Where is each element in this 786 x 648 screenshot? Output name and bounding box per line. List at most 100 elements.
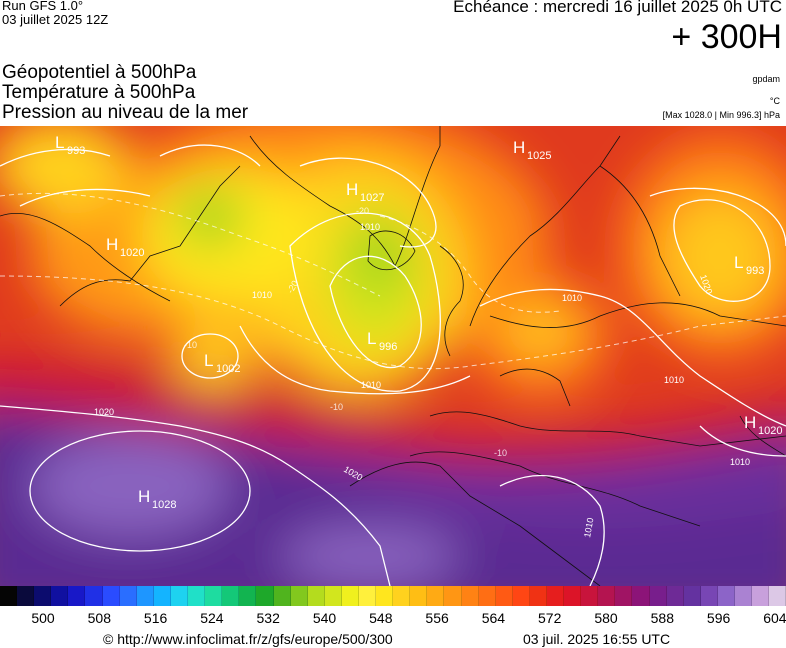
isotherms — [0, 192, 786, 370]
unit-celsius: °C — [769, 96, 780, 106]
legend-swatch — [478, 586, 496, 606]
legend-swatch — [51, 586, 69, 606]
legend-swatch — [205, 586, 223, 606]
legend-swatch — [547, 586, 565, 606]
legend-swatch — [410, 586, 428, 606]
svg-text:1010: 1010 — [730, 457, 750, 467]
geopotential-field — [0, 126, 786, 586]
legend-tick-label: 508 — [87, 610, 111, 626]
weather-map[interactable]: L 993 H 1025 H 1027 H 1020 L 993 L 996 L 1002 H… — [0, 126, 786, 586]
svg-text:1027: 1027 — [360, 192, 384, 204]
legend-swatch — [752, 586, 770, 606]
legend-tick-label: 556 — [425, 610, 449, 626]
legend-swatch — [512, 586, 530, 606]
legend-swatch — [256, 586, 274, 606]
legend-tick-label: 548 — [369, 610, 393, 626]
legend-swatch — [153, 586, 171, 606]
legend-swatch — [581, 586, 599, 606]
color-scale-bar — [0, 586, 786, 606]
high-1025-arctic: H 1025 — [513, 138, 551, 162]
low-993-north: L 993 — [55, 133, 85, 157]
field-pressure: Pression au niveau de la mer — [2, 102, 249, 123]
legend-tick-label: 572 — [538, 610, 562, 626]
legend-swatch — [85, 586, 103, 606]
legend-swatch — [358, 586, 377, 606]
legend-swatch — [666, 586, 684, 606]
svg-text:H: H — [138, 487, 150, 506]
legend-tick-label: 588 — [650, 610, 674, 626]
legend-swatch — [102, 586, 120, 606]
svg-text:H: H — [513, 138, 525, 157]
low-1002-atlantic: L 1002 — [204, 351, 240, 375]
legend-tick-label: 516 — [143, 610, 168, 626]
low-993-russia: L 993 — [734, 253, 764, 277]
legend-swatch — [769, 586, 786, 606]
legend-tick-label: 564 — [481, 610, 506, 626]
legend-swatch — [307, 586, 325, 606]
svg-text:L: L — [367, 329, 376, 348]
legend-swatch — [273, 586, 291, 606]
svg-text:993: 993 — [746, 265, 764, 277]
high-1028-azores: H 1028 — [138, 487, 176, 511]
svg-text:1010: 1010 — [252, 290, 272, 300]
legend-tick-label: 500 — [31, 610, 55, 626]
svg-text:1010: 1010 — [361, 380, 381, 390]
legend-swatch — [564, 586, 582, 606]
legend-swatch — [735, 586, 753, 606]
pressure-center-labels: L 993 H 1025 H 1027 H 1020 L 993 L 996 L 1002 H… — [55, 133, 782, 511]
svg-text:-10: -10 — [184, 340, 197, 350]
legend-tick-label: 596 — [706, 610, 731, 626]
generated-timestamp: 03 juil. 2025 16:55 UTC — [523, 631, 671, 647]
legend-tick-label: 540 — [312, 610, 337, 626]
legend-swatch — [119, 586, 137, 606]
legend-swatch — [376, 586, 394, 606]
high-1020-canada: H 1020 — [106, 235, 144, 259]
field-geopotential: Géopotentiel à 500hPa — [2, 62, 197, 83]
legend-swatch — [495, 586, 513, 606]
legend-swatch — [615, 586, 633, 606]
svg-text:1025: 1025 — [527, 150, 551, 162]
svg-text:1010: 1010 — [664, 375, 684, 385]
low-996-iceland: L 996 — [367, 329, 397, 353]
legend-swatch — [68, 586, 86, 606]
svg-text:1010: 1010 — [582, 517, 595, 538]
valid-time-label: Echéance : mercredi 16 juillet 2025 0h U… — [453, 0, 782, 16]
pc-val: 993 — [67, 145, 85, 157]
svg-text:-10: -10 — [494, 448, 507, 458]
legend-swatch — [632, 586, 650, 606]
svg-text:L: L — [55, 133, 64, 152]
svg-text:996: 996 — [379, 341, 397, 353]
svg-text:-20: -20 — [356, 206, 369, 216]
legend-swatch — [341, 586, 359, 606]
svg-text:1020: 1020 — [120, 247, 144, 259]
legend-swatch — [427, 586, 445, 606]
legend-swatch — [700, 586, 718, 606]
model-run-label: Run GFS 1.0° — [2, 0, 84, 13]
lead-time-label: + 300H — [671, 18, 782, 56]
legend-swatch — [0, 586, 18, 606]
legend-swatch — [170, 586, 189, 606]
svg-text:H: H — [106, 235, 118, 254]
isobars — [0, 144, 786, 586]
svg-text:H: H — [346, 180, 358, 199]
legend-swatch — [717, 586, 736, 606]
legend-swatch — [290, 586, 308, 606]
legend-swatch — [239, 586, 257, 606]
svg-text:1020: 1020 — [758, 425, 782, 437]
svg-text:1002: 1002 — [216, 363, 240, 375]
legend-swatch — [683, 586, 701, 606]
run-date-label: 03 juillet 2025 12Z — [2, 12, 109, 27]
credit-link[interactable]: © http://www.infoclimat.fr/z/gfs/europe/… — [103, 631, 393, 647]
svg-text:1028: 1028 — [152, 499, 176, 511]
legend-swatch — [17, 586, 35, 606]
legend-swatch — [444, 586, 462, 606]
legend-swatch — [649, 586, 667, 606]
svg-text:H: H — [744, 413, 756, 432]
unit-pressure-range: [Max 1028.0 | Min 996.3] hPa — [662, 110, 780, 120]
svg-text:L: L — [204, 351, 213, 370]
legend-swatch — [188, 586, 206, 606]
legend-swatch — [324, 586, 342, 606]
legend-swatch — [222, 586, 240, 606]
high-1027-greenland: H 1027 — [346, 180, 384, 204]
legend-tick-label: 604 — [763, 610, 786, 626]
